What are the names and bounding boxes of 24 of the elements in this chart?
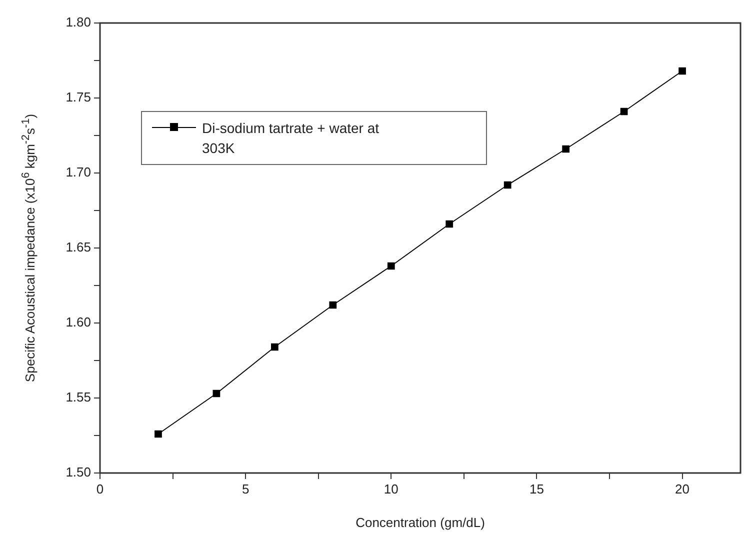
y-tick-label: 1.80 [66,14,91,30]
y-tick-label: 1.55 [66,390,91,405]
x-tick-label: 20 [675,481,690,496]
x-tick-label: 10 [384,481,398,496]
y-tick-label: 1.70 [66,164,91,180]
point [154,430,162,438]
y-tick-label: 1.75 [66,90,91,105]
x-tick-label: 15 [529,481,544,496]
y-tick-label: 1.65 [66,240,91,255]
point [212,390,220,398]
point [329,301,337,309]
text: 1.50 [66,464,91,480]
y-tick-label: 1.60 [66,314,91,330]
point [620,108,628,116]
point [387,262,395,270]
x-tick-label: 5 [242,481,250,496]
legend-label: Di-sodium tartrate + water at 303K [202,119,380,158]
x-axis-title: Concentration (gm/dL) [356,514,485,530]
point [562,145,570,153]
point [678,67,686,75]
x-tick-label: 0 [96,481,104,496]
point [504,181,512,189]
point [446,220,454,228]
point [271,343,278,351]
